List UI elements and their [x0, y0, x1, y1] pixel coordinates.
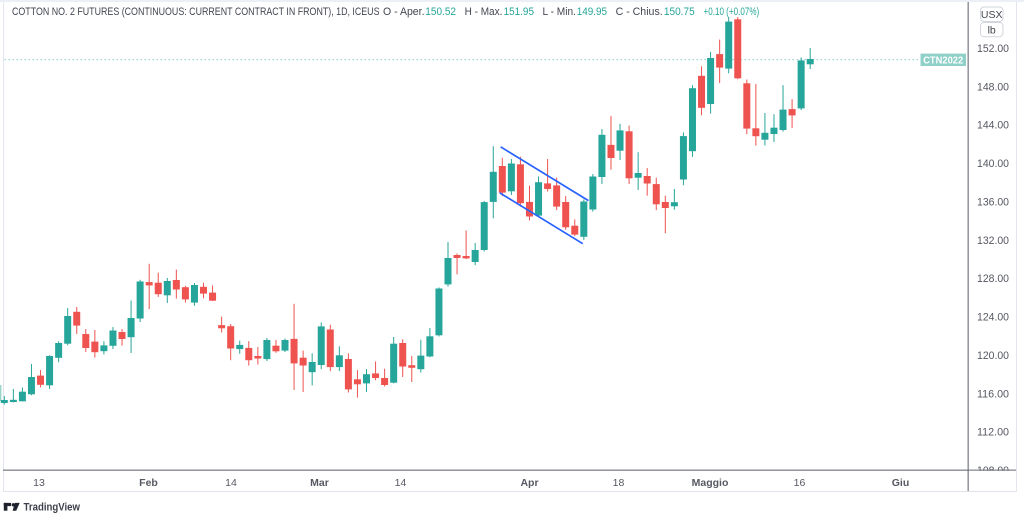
svg-text:124.00: 124.00: [977, 312, 1009, 324]
svg-text:116.00: 116.00: [977, 388, 1009, 400]
svg-text:TradingView: TradingView: [24, 501, 81, 513]
svg-text:149.95: 149.95: [577, 6, 607, 18]
svg-text:CTN2022: CTN2022: [923, 55, 963, 66]
svg-text:L - Min.: L - Min.: [543, 6, 576, 18]
svg-text:152.00: 152.00: [977, 43, 1009, 55]
svg-text:H - Max.: H - Max.: [465, 6, 503, 18]
svg-text:Giu: Giu: [892, 477, 910, 489]
svg-text:14: 14: [395, 477, 407, 489]
svg-text:150.75: 150.75: [664, 6, 695, 18]
svg-text:Apr: Apr: [520, 477, 538, 489]
svg-text:144.00: 144.00: [977, 120, 1009, 132]
svg-text:USX: USX: [981, 9, 1003, 21]
svg-text:Mar: Mar: [310, 477, 329, 489]
svg-text:O - Aper.: O - Aper.: [383, 6, 425, 18]
svg-text:14: 14: [225, 477, 237, 489]
svg-text:lb: lb: [988, 24, 996, 36]
svg-text:C - Chius.: C - Chius.: [616, 6, 663, 18]
svg-text:Maggio: Maggio: [692, 477, 729, 489]
svg-text:+0.10 (+0.07%): +0.10 (+0.07%): [704, 6, 760, 18]
svg-text:16: 16: [794, 477, 806, 489]
svg-text:150.52: 150.52: [425, 6, 456, 18]
svg-text:18: 18: [613, 477, 625, 489]
svg-text:112.00: 112.00: [977, 427, 1009, 439]
svg-text:Feb: Feb: [139, 477, 158, 489]
svg-text:140.00: 140.00: [977, 158, 1009, 170]
svg-text:136.00: 136.00: [977, 196, 1009, 208]
svg-text:120.00: 120.00: [977, 350, 1009, 362]
svg-text:128.00: 128.00: [977, 273, 1009, 285]
svg-text:132.00: 132.00: [977, 235, 1009, 247]
svg-text:COTTON NO. 2 FUTURES (CONTINUO: COTTON NO. 2 FUTURES (CONTINUOUS: CURREN…: [12, 6, 380, 18]
svg-text:148.00: 148.00: [977, 81, 1009, 93]
svg-text:151.95: 151.95: [504, 6, 534, 18]
svg-text:13: 13: [33, 477, 45, 489]
